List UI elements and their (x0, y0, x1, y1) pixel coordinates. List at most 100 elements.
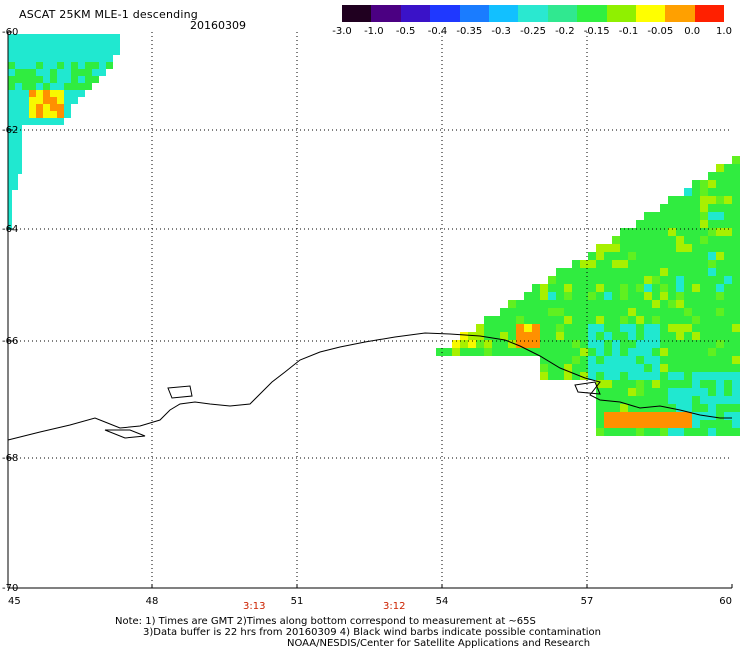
data-cell (620, 324, 628, 332)
data-cell (676, 292, 684, 300)
data-cell (548, 364, 556, 372)
data-cell (15, 146, 22, 153)
data-cell (644, 212, 652, 220)
data-cell (532, 300, 540, 308)
data-cell (78, 55, 85, 62)
data-cell (99, 55, 106, 62)
data-cell (604, 372, 612, 380)
data-cell (580, 332, 588, 340)
data-cell (580, 276, 588, 284)
data-cell (43, 62, 50, 69)
data-cell (644, 388, 652, 396)
data-cell (57, 118, 64, 125)
data-cell (99, 62, 106, 69)
data-cell (724, 404, 732, 412)
data-cell (716, 348, 724, 356)
data-cell (636, 340, 644, 348)
data-cell (732, 156, 740, 164)
data-cell (716, 356, 724, 364)
data-cell (29, 90, 36, 97)
data-cell (652, 356, 660, 364)
data-cell (508, 324, 516, 332)
data-cell (57, 48, 64, 55)
data-cell (500, 324, 508, 332)
data-cell (22, 62, 29, 69)
data-cell (43, 104, 50, 111)
data-cell (71, 48, 78, 55)
data-cell (724, 172, 732, 180)
data-cell (636, 300, 644, 308)
colorbar-swatch (488, 5, 519, 22)
data-cell (57, 97, 64, 104)
data-cell (540, 324, 548, 332)
data-cell (716, 228, 724, 236)
data-cell (676, 316, 684, 324)
y-tick-label: -66 (2, 336, 18, 347)
data-cell (652, 276, 660, 284)
data-cell (692, 332, 700, 340)
y-tick-label: -60 (2, 27, 18, 38)
data-cell (596, 324, 604, 332)
time-label-2: 3:12 (383, 601, 406, 612)
data-cell (660, 420, 668, 428)
data-cell (564, 332, 572, 340)
data-cell (620, 276, 628, 284)
data-cell (15, 90, 22, 97)
data-cell (636, 372, 644, 380)
data-cell (652, 268, 660, 276)
colorbar-swatch (577, 5, 607, 22)
data-cell (540, 332, 548, 340)
data-cell (612, 340, 620, 348)
data-cell (732, 388, 740, 396)
data-cell (636, 332, 644, 340)
data-cell (692, 372, 700, 380)
data-cell (604, 404, 612, 412)
data-cell (548, 324, 556, 332)
data-cell (724, 332, 732, 340)
data-cell (732, 300, 740, 308)
data-cell (716, 252, 724, 260)
data-cell (644, 244, 652, 252)
data-cell (572, 324, 580, 332)
data-cell (652, 252, 660, 260)
data-cell (684, 356, 692, 364)
data-cell (724, 388, 732, 396)
data-cell (732, 196, 740, 204)
data-cell (71, 83, 78, 90)
data-cell (22, 118, 29, 125)
data-cell (676, 308, 684, 316)
data-cell (724, 308, 732, 316)
data-cell (676, 300, 684, 308)
data-cell (572, 284, 580, 292)
data-cell (612, 428, 620, 436)
data-cell (668, 348, 676, 356)
data-cell (596, 340, 604, 348)
data-cell (43, 34, 50, 41)
data-cell (15, 132, 22, 139)
data-cell (732, 340, 740, 348)
data-cell (636, 228, 644, 236)
data-cell (29, 69, 36, 76)
data-cell (628, 324, 636, 332)
data-cell (644, 324, 652, 332)
data-cell (460, 332, 468, 340)
data-cell (668, 220, 676, 228)
data-cell (668, 284, 676, 292)
data-cell (652, 236, 660, 244)
data-cell (668, 236, 676, 244)
data-cell (612, 420, 620, 428)
data-cell (716, 284, 724, 292)
data-cell (660, 252, 668, 260)
data-cell (50, 41, 57, 48)
data-cell (556, 332, 564, 340)
data-cell (596, 420, 604, 428)
data-cell (620, 300, 628, 308)
data-cell (684, 268, 692, 276)
data-cell (596, 404, 604, 412)
data-cell (64, 104, 71, 111)
data-cell (724, 316, 732, 324)
data-cell (724, 196, 732, 204)
data-cell (596, 300, 604, 308)
data-cell (700, 260, 708, 268)
data-cell (668, 212, 676, 220)
